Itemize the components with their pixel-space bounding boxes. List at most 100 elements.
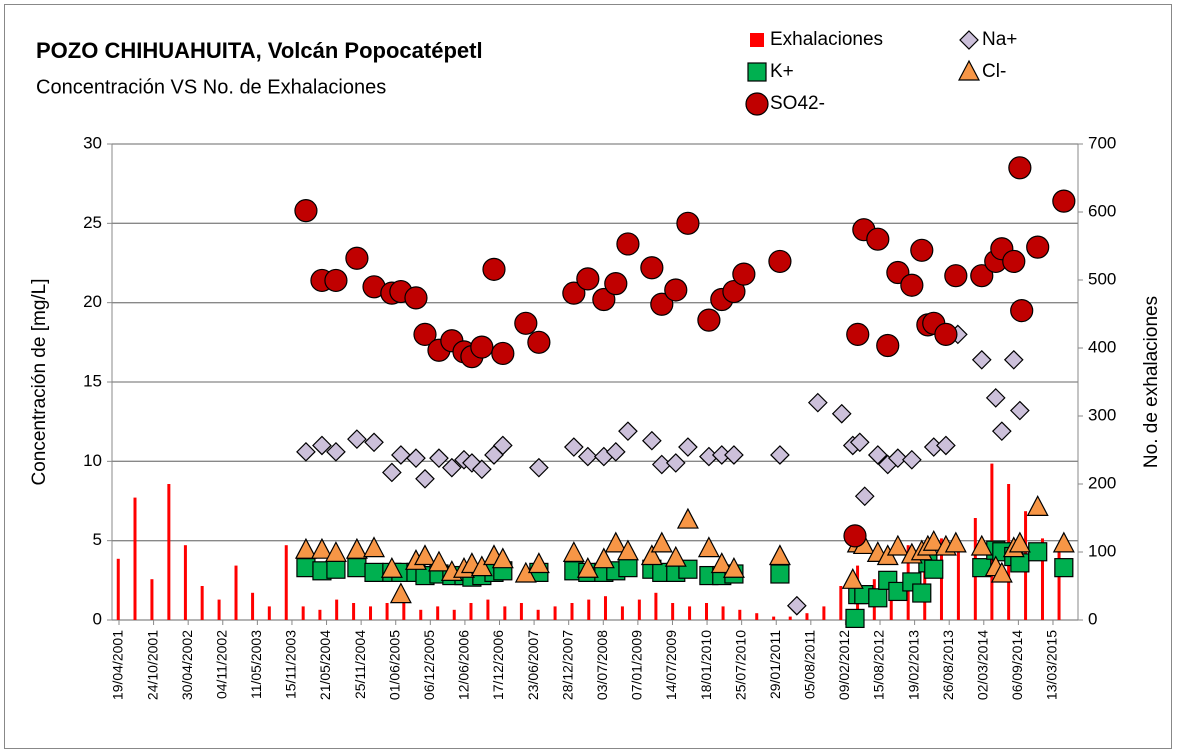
exhalation-bar xyxy=(436,606,440,620)
y-axis-label: Concentración de [mg/L] xyxy=(29,278,50,485)
chart-subtitle: Concentración VS No. de Exhalaciones xyxy=(36,76,386,98)
marker-diamond xyxy=(1003,349,1024,370)
marker-diamond xyxy=(415,468,435,489)
exhalation-bar xyxy=(486,599,490,620)
y2-tick-label: 500 xyxy=(1088,269,1116,288)
marker-circle xyxy=(866,227,890,251)
marker-triangle xyxy=(710,552,733,574)
exhalation-bar xyxy=(217,599,221,620)
y2-tick-label: 300 xyxy=(1088,405,1116,424)
marker-circle xyxy=(616,232,640,256)
marker-triangle xyxy=(616,539,639,561)
marker-triangle xyxy=(1026,495,1049,516)
marker-triangle xyxy=(604,531,627,553)
marker-circle xyxy=(732,262,756,286)
exhalation-bar xyxy=(822,606,826,620)
exhalation-bar xyxy=(788,616,792,620)
marker-square xyxy=(347,558,367,578)
marker-circle xyxy=(470,335,494,359)
marker-circle xyxy=(1010,299,1034,323)
marker-circle xyxy=(650,292,674,316)
marker-triangle xyxy=(380,556,403,578)
marker-diamond xyxy=(867,445,888,465)
x-tick-label: 18/01/2010 xyxy=(698,630,714,700)
marker-triangle xyxy=(562,541,585,562)
x-tick-label: 23/06/2007 xyxy=(525,630,541,700)
marker-triangle xyxy=(886,534,909,556)
marker-triangle xyxy=(697,536,720,558)
marker-diamond xyxy=(529,457,549,478)
x-tick-label: 12/06/2006 xyxy=(456,630,472,700)
marker-circle xyxy=(1002,249,1026,274)
marker-diamond xyxy=(326,441,346,462)
marker-circle xyxy=(697,308,721,332)
marker-circle xyxy=(934,322,958,346)
marker-triangle xyxy=(527,552,550,574)
marker-square xyxy=(364,562,384,583)
exhalation-bar xyxy=(469,603,473,620)
exhalation-bar xyxy=(772,616,776,620)
legend-label: Exhalaciones xyxy=(770,29,883,50)
marker-diamond xyxy=(605,441,626,462)
marker-diamond xyxy=(854,486,875,507)
exhalation-bar xyxy=(553,606,557,620)
exhalation-bar xyxy=(402,599,406,620)
marker-triangle xyxy=(922,529,945,551)
exhalation-bar xyxy=(603,596,607,620)
y2-tick-label: 700 xyxy=(1088,133,1116,152)
marker-circle xyxy=(1008,156,1032,180)
marker-triangle xyxy=(413,544,436,566)
marker-circle xyxy=(404,286,428,310)
marker-diamond xyxy=(985,388,1006,408)
marker-square xyxy=(618,558,638,578)
marker-triangle xyxy=(768,544,791,566)
marker-diamond xyxy=(849,432,870,453)
x-tick-label: 25/07/2010 xyxy=(732,630,748,700)
marker-triangle xyxy=(841,568,864,589)
y-tick-label: 10 xyxy=(83,451,102,470)
marker-triangle xyxy=(345,537,368,559)
marker-triangle xyxy=(427,550,450,572)
marker-diamond xyxy=(406,448,426,469)
marker-triangle xyxy=(491,547,514,569)
exhalation-bar xyxy=(284,545,288,620)
marker-triangle xyxy=(650,531,673,553)
exhalation-bar xyxy=(587,599,591,620)
marker-diamond xyxy=(618,421,638,442)
exhalation-bar xyxy=(570,603,574,620)
marker-square xyxy=(845,608,865,629)
exhalation-bar xyxy=(755,613,759,620)
marker-circle xyxy=(527,330,551,354)
exhalation-bar xyxy=(183,545,187,620)
marker-circle xyxy=(482,257,506,281)
chart-title: POZO CHIHUAHUITA, Volcán Popocatépetl xyxy=(36,38,483,63)
y2-tick-label: 400 xyxy=(1088,337,1116,356)
exhalation-bar xyxy=(654,592,658,620)
exhalation-bar xyxy=(956,552,960,620)
y2-tick-label: 200 xyxy=(1088,473,1116,492)
y2-tick-label: 100 xyxy=(1088,541,1116,560)
exhalation-bar xyxy=(705,603,709,620)
marker-diamond xyxy=(971,349,992,370)
marker-triangle xyxy=(294,537,317,559)
y-tick-label: 15 xyxy=(83,371,102,390)
x-tick-label: 14/07/2009 xyxy=(663,630,679,700)
marker-triangle xyxy=(1008,531,1031,553)
exhalation-bar xyxy=(150,579,154,620)
exhalation-bar xyxy=(452,609,456,620)
marker-square xyxy=(296,558,316,578)
y-tick-label: 30 xyxy=(83,133,102,152)
marker-circle xyxy=(846,322,870,346)
x-tick-label: 30/04/2002 xyxy=(179,630,195,700)
x-tick-label: 21/05/2004 xyxy=(317,630,333,700)
marker-diamond xyxy=(901,449,922,470)
marker-circle xyxy=(1026,235,1050,259)
x-tick-label: 15/08/2012 xyxy=(871,630,887,700)
marker-triangle xyxy=(470,555,493,577)
y2-tick-label: 0 xyxy=(1088,609,1097,628)
y-tick-label: 0 xyxy=(93,609,102,628)
exhalation-bar xyxy=(267,606,271,620)
x-tick-label: 01/06/2005 xyxy=(386,630,402,700)
marker-triangle xyxy=(722,556,745,578)
